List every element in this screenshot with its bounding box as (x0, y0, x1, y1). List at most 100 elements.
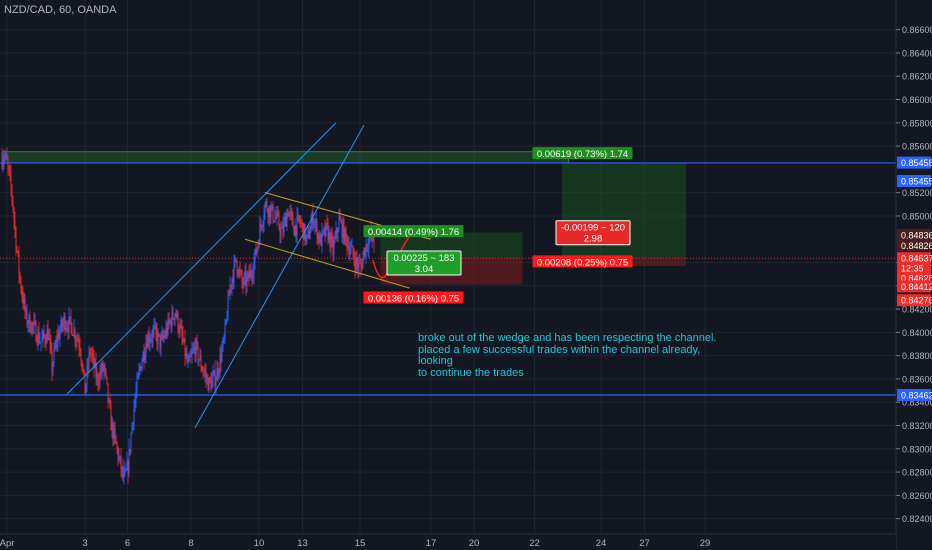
candle-body (85, 384, 87, 395)
candle-body (3, 157, 5, 162)
time-tick-label: 29 (700, 538, 711, 549)
candle-body (226, 319, 228, 321)
price-tick-label: 0.86200 (902, 72, 932, 82)
price-label-text: 0.84826 (901, 241, 932, 251)
time-axis[interactable]: Apr 3 6 8 10 13 15 17 20 22 24 27 29 (0, 533, 896, 550)
candle-body (330, 235, 332, 249)
candle-body (22, 295, 24, 305)
price-tick-label: 0.85600 (902, 142, 932, 152)
price-label-text: 0.84628 (901, 274, 932, 284)
candle-body (112, 421, 114, 440)
candle-body (262, 223, 264, 227)
candle-body (103, 365, 105, 371)
wedge-trendline (194, 124, 365, 429)
candle-body (178, 329, 180, 333)
price-tick-label: 0.85000 (902, 211, 932, 221)
candle-body (209, 378, 211, 381)
price-label-box (897, 280, 931, 293)
candle-body (98, 382, 100, 384)
candle-body (114, 428, 116, 436)
candle-body (140, 366, 142, 371)
price-tick-label: 0.85200 (902, 188, 932, 198)
candle-body (201, 367, 203, 371)
candle-body (225, 320, 227, 324)
candle-body (275, 216, 277, 218)
level-extension-zone (1, 151, 569, 164)
candle-body (152, 329, 154, 339)
candle-body (20, 279, 22, 291)
candle-body (300, 222, 302, 224)
candle-body (62, 322, 64, 327)
candle-body (108, 399, 110, 402)
candle-body (318, 233, 320, 243)
price-label-box (897, 294, 931, 307)
candle-body (37, 331, 39, 344)
candle-body (40, 341, 42, 343)
candle-body (329, 232, 331, 249)
candle-body (151, 338, 153, 340)
candle-body (243, 275, 245, 285)
candle-body (282, 226, 284, 233)
candle-body (87, 366, 89, 368)
candle-body (301, 222, 303, 224)
candle-body (279, 227, 281, 235)
candle-body (102, 363, 104, 371)
candle-body (274, 216, 276, 222)
candle-body (210, 380, 212, 390)
candle-body (74, 328, 76, 340)
candle-body (113, 428, 115, 440)
candle-body (287, 213, 289, 217)
candle-body (191, 351, 193, 355)
price-label-box (897, 239, 931, 252)
price-label-text: 0.85458 (901, 158, 932, 168)
candle-body (156, 331, 158, 344)
candle-body (39, 342, 41, 343)
candle-body (181, 327, 183, 336)
candle-body (76, 338, 78, 341)
candle-body (161, 334, 163, 339)
candle-body (350, 246, 352, 251)
candle-body (177, 312, 179, 330)
candle-body (126, 461, 128, 470)
candle-body (321, 230, 323, 247)
candle-body (290, 210, 292, 213)
candle-body (308, 230, 310, 239)
candle-body (95, 361, 97, 378)
candle-body (323, 227, 325, 231)
candle-body (60, 319, 62, 331)
candle-body (92, 355, 94, 356)
candle-body (180, 325, 182, 328)
candle-body (267, 210, 269, 217)
candle-body (69, 316, 71, 318)
candle-body (110, 406, 112, 431)
price-axis[interactable]: 0.86600 0.86400 0.86200 0.86000 0.85800 0.856… (895, 0, 932, 550)
candle-body (148, 334, 150, 343)
candle-body (219, 354, 221, 372)
candle-body (75, 339, 77, 341)
candle-body (198, 359, 200, 361)
candle-body (264, 203, 266, 216)
wedge-trendline (66, 122, 337, 395)
candle-body (174, 313, 176, 321)
candle-body (268, 206, 270, 217)
time-tick-label: 17 (426, 538, 437, 549)
time-tick-label: 22 (529, 538, 540, 549)
candle-body (100, 371, 102, 374)
trade-label-text: 0.00136 (0.16%) 0.75 (368, 293, 459, 304)
candle-body (254, 249, 256, 262)
candle-body (83, 369, 85, 373)
candle-body (135, 391, 137, 401)
candle-body (123, 474, 125, 477)
candle-body (228, 295, 230, 296)
candle-body (71, 323, 73, 336)
candle-body (169, 320, 171, 323)
candle-body (82, 368, 84, 370)
candle-body (116, 443, 118, 449)
candle-body (172, 310, 174, 319)
candle-body (139, 366, 141, 370)
trade-label-text: -0.00199 ~ 120 (561, 223, 625, 234)
candle-body (342, 222, 344, 238)
trade-label-box (363, 291, 464, 304)
